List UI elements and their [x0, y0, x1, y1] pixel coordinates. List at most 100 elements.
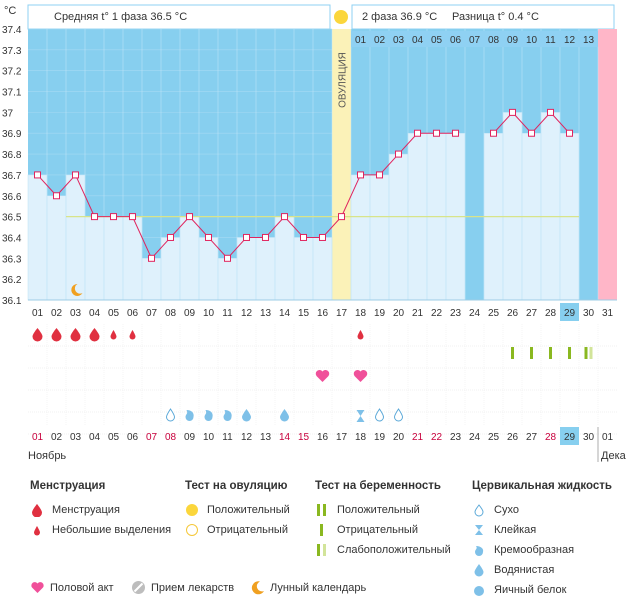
drop-filled-icon — [280, 409, 289, 422]
legend-title: Тест на беременность — [315, 480, 441, 492]
cycle-day-label: 14 — [279, 308, 291, 319]
date-label: 16 — [317, 432, 329, 443]
cycle-day-label: 27 — [526, 308, 538, 319]
date-label: 24 — [469, 432, 481, 443]
phase2-day-label: 01 — [355, 35, 367, 46]
legend-ovulation-test: Тест на овуляцию Положительный Отрицател… — [185, 480, 290, 540]
moon-icon — [251, 581, 264, 595]
legend-medication: Прием лекарств — [131, 580, 234, 596]
phase1-header — [27, 4, 331, 30]
cycle-day-label: 10 — [203, 308, 215, 319]
drop-light-icon — [34, 526, 40, 536]
temperature-bar — [65, 174, 86, 301]
drop-outline-icon — [474, 504, 484, 517]
temperature-bar — [540, 112, 561, 301]
drop-heavy-icon — [32, 504, 42, 517]
date-label: 17 — [336, 432, 348, 443]
phase1-average: Средняя t° 1 фаза 36.5 °C — [54, 11, 187, 23]
date-label: 05 — [108, 432, 120, 443]
legend-label: Кремообразная — [494, 544, 575, 556]
phase2-day-label: 03 — [393, 35, 405, 46]
temperature-bar — [141, 258, 162, 301]
cycle-day-label: 04 — [89, 308, 101, 319]
y-tick-label: 37 — [2, 108, 14, 119]
y-tick-label: 36.8 — [2, 150, 22, 161]
cycle-day-label: 17 — [336, 308, 348, 319]
legend-label: Лунный календарь — [270, 582, 367, 594]
temperature-bar — [46, 195, 67, 301]
pregnancy-negative-icon — [549, 347, 552, 359]
temperature-point — [243, 233, 250, 241]
pill-icon — [132, 581, 145, 594]
date-label: 01 — [32, 432, 44, 443]
legend-item: Отрицательный — [315, 520, 451, 540]
ovulation-column — [332, 29, 351, 300]
legend-label: Половой акт — [50, 582, 114, 594]
legend-label: Небольшие выделения — [52, 524, 172, 536]
cycle-day-label: 18 — [355, 308, 367, 319]
y-tick-label: 36.7 — [2, 171, 22, 182]
legend-item: Кремообразная — [472, 540, 612, 560]
y-tick-label: 36.5 — [2, 213, 22, 224]
legend-intercourse: Половой акт — [30, 580, 114, 596]
temperature-bar — [84, 216, 105, 301]
today-marker — [560, 303, 579, 321]
y-tick-label: 37.2 — [2, 67, 22, 78]
date-label: 08 — [165, 432, 177, 443]
cycle-day-label: 20 — [393, 308, 405, 319]
temperature-point — [300, 233, 307, 241]
pregnancy-negative-icon — [530, 347, 533, 359]
cycle-day-label: 29 — [564, 308, 576, 319]
temperature-bar — [160, 237, 181, 301]
temperature-point — [110, 213, 117, 221]
drop-light-icon — [129, 330, 136, 340]
pregnancy-positive-icon — [317, 504, 326, 516]
drop-filled-icon — [242, 409, 251, 422]
phase2-day-label: 12 — [564, 35, 576, 46]
date-label: 21 — [412, 432, 424, 443]
cycle-day-label: 09 — [184, 308, 196, 319]
temperature-point — [129, 213, 136, 221]
ovulation-marker-icon[interactable] — [334, 10, 348, 24]
legend-item: Отрицательный — [185, 520, 290, 540]
temperature-bar — [293, 237, 314, 301]
heart-icon — [353, 370, 368, 382]
legend-item: Слабоположительный — [315, 540, 451, 560]
temperature-point — [433, 129, 440, 137]
ovulation-negative-icon — [186, 524, 198, 536]
cycle-day-label: 22 — [431, 308, 443, 319]
temperature-point — [91, 213, 98, 221]
temperature-difference: Разница t° 0.4 °C — [452, 11, 539, 23]
y-tick-label: 36.3 — [2, 254, 22, 265]
cycle-day-label: 31 — [602, 308, 614, 319]
date-label: 13 — [260, 432, 272, 443]
temperature-point — [509, 108, 516, 116]
hourglass-icon — [475, 525, 483, 535]
date-label: 14 — [279, 432, 291, 443]
pregnancy-weak-icon — [584, 347, 588, 359]
cycle-day-label: 30 — [583, 308, 595, 319]
phase2-header-cell — [408, 31, 427, 47]
today-date-marker — [560, 427, 579, 445]
temperature-points — [34, 108, 573, 262]
cycle-day-label: 24 — [469, 308, 481, 319]
temperature-point — [53, 192, 60, 200]
cycle-day-label: 12 — [241, 308, 253, 319]
legend-label: Отрицательный — [207, 524, 288, 536]
heart-icon — [31, 582, 44, 593]
temperature-point — [34, 171, 41, 179]
cycle-day-label: 02 — [51, 308, 63, 319]
date-label: 25 — [488, 432, 500, 443]
phase2-day-label: 11 — [545, 35, 556, 46]
phase2-header-cell — [598, 31, 617, 47]
temperature-point — [414, 129, 421, 137]
phase2-day-label: 10 — [526, 35, 538, 46]
temperature-bar — [198, 237, 219, 301]
phase2-day-label: 02 — [374, 35, 386, 46]
temperature-bar — [255, 237, 276, 301]
legend-title: Менструация — [30, 480, 106, 492]
y-tick-label: 36.1 — [2, 296, 22, 307]
date-labels: 01 02 03 04 05 06 07 08 09 10 11 12 13 14 15 16 17 18 19 20… — [32, 427, 613, 462]
drop-heavy-icon — [51, 328, 62, 342]
temperature-point — [224, 254, 231, 262]
